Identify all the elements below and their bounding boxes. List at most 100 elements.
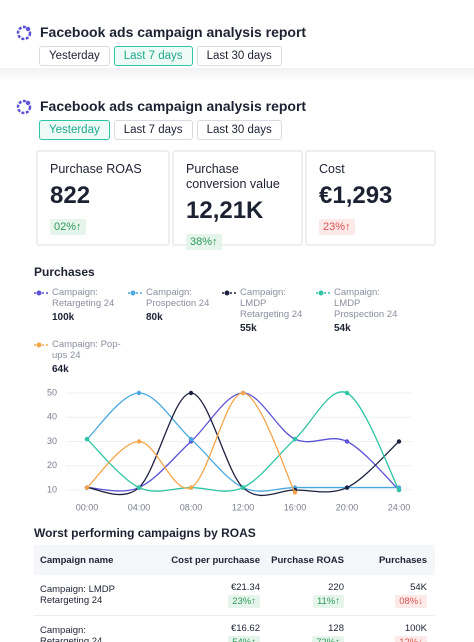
- data-point: [240, 390, 246, 396]
- tab[interactable]: Last 30 days: [196, 120, 282, 140]
- kpi-label: Purchase ROAS: [50, 162, 142, 176]
- x-tick-label: 24:00: [388, 502, 411, 512]
- logo-dot: [25, 26, 31, 32]
- data-point: [84, 436, 90, 442]
- logo: [16, 99, 32, 115]
- legend-name: Campaign: LMDP Prospection 24: [334, 287, 398, 320]
- legend-total: 100k: [52, 312, 75, 323]
- logo-ring: [16, 25, 32, 41]
- column-header: Purchases: [378, 554, 427, 566]
- legend-icon: [222, 290, 238, 296]
- tab-group: Yesterday Last 7 days Last 30 days: [39, 46, 282, 66]
- cell-change: 11%↑: [312, 595, 344, 608]
- tab[interactable]: Yesterday: [39, 46, 110, 66]
- tab-group: Yesterday Last 7 days Last 30 days: [39, 120, 282, 140]
- legend-name: Campaign: Prospection 24: [146, 287, 210, 309]
- data-point: [396, 487, 402, 493]
- table-row: Campaign: LMDP Retargeting 24 €21.34 23%↑ 2…: [34, 575, 435, 616]
- kpi-value: €1,293: [319, 182, 393, 209]
- legend-item: Campaign: Prospection 24 80k: [128, 287, 218, 323]
- kpi-value: 822: [50, 182, 91, 209]
- table-cell: 54K 08%↓: [344, 582, 427, 608]
- tab[interactable]: Last 7 days: [113, 46, 193, 66]
- kpi-change: 38%↑: [186, 234, 222, 250]
- data-point: [136, 390, 142, 396]
- legend-dot: [224, 290, 230, 296]
- x-tick-label: 00:00: [76, 502, 99, 512]
- cell-change: 72%↑: [312, 636, 344, 642]
- x-tick-label: 20:00: [336, 502, 359, 512]
- legend-total: 55k: [240, 323, 257, 334]
- column-header: Campaign name: [40, 554, 114, 566]
- table-cell: 220 11%↑: [260, 582, 344, 608]
- logo: [16, 25, 32, 41]
- data-point: [136, 485, 142, 490]
- data-point: [292, 436, 298, 442]
- legend-icon: [34, 290, 50, 296]
- legend-dot: [318, 290, 324, 296]
- cell-change: 54%↑: [228, 636, 260, 642]
- column-header: Purchase ROAS: [271, 554, 344, 566]
- x-tick-label: 04:00: [128, 502, 151, 512]
- cell-value: €16.62: [230, 623, 260, 634]
- table-cell: €21.34 23%↑: [164, 582, 260, 608]
- legend-icon: [128, 290, 144, 296]
- cell-change: 08%↓: [395, 595, 427, 608]
- kpi-change: 02%↑: [50, 219, 86, 235]
- x-tick-label: 12:00: [232, 502, 255, 512]
- data-point: [136, 439, 142, 444]
- data-point: [188, 390, 194, 396]
- legend-dot: [36, 290, 42, 296]
- data-point: [240, 485, 246, 490]
- table-cell: €16.62 54%↑: [164, 623, 260, 642]
- data-point: [292, 490, 298, 495]
- logo-dot: [25, 100, 31, 106]
- cell-value: €21.34: [230, 582, 260, 593]
- table-row: Campaign: Retargeting 24 €16.62 54%↑ 128 72%…: [34, 616, 435, 642]
- header-title: Facebook ads campaign analysis report: [40, 98, 307, 114]
- kpi-card: Purchase ROAS 822 02%↑: [36, 150, 170, 246]
- chart-title: Purchases: [34, 265, 95, 279]
- y-tick-label: 20: [47, 460, 57, 470]
- legend-icon: [34, 342, 50, 348]
- logo-ring: [16, 99, 32, 115]
- legend-dot: [36, 342, 42, 348]
- data-table: Campaign name Cost per purchaase Purchase …: [34, 545, 435, 642]
- data-point: [344, 485, 350, 490]
- legend-item: Campaign: LMDP Retargeting 24 55k: [222, 287, 312, 334]
- data-point: [188, 436, 194, 442]
- divider-fade: [0, 68, 474, 82]
- column-header: Cost per purchaase: [171, 554, 260, 566]
- kpi-card: Purchase conversion value 12,21K 38%↑: [172, 150, 303, 250]
- kpi-value: 12,21K: [186, 197, 264, 224]
- series-line: [86, 392, 296, 493]
- y-tick-label: 40: [47, 412, 57, 422]
- legend-name: Campaign: Retargeting 24: [52, 287, 115, 309]
- tab[interactable]: Last 7 days: [113, 120, 193, 140]
- legend-item: Campaign: Pop-ups 24 64k: [34, 339, 124, 375]
- kpi-label: Cost: [319, 162, 345, 176]
- campaign-name: Campaign: Retargeting 24: [40, 625, 103, 642]
- legend-name: Campaign: LMDP Retargeting 24: [240, 287, 303, 320]
- legend-item: Campaign: Retargeting 24 100k: [34, 287, 124, 323]
- y-tick-label: 50: [47, 387, 57, 397]
- data-point: [84, 485, 90, 490]
- data-point: [188, 485, 194, 490]
- cell-value: 220: [328, 582, 344, 593]
- tab[interactable]: Yesterday: [39, 120, 110, 140]
- x-tick-label: 16:00: [284, 502, 307, 512]
- legend-dot: [130, 290, 136, 296]
- data-point: [344, 439, 350, 444]
- x-tick-label: 08:00: [180, 502, 203, 512]
- cell-value: 54K: [410, 582, 427, 593]
- y-tick-label: 30: [47, 436, 57, 446]
- line-chart: 10 20 30 40 50 00:00 04:00 08:00 12:00 16:00 20:00…: [47, 387, 412, 512]
- header-title: Facebook ads campaign analysis report: [40, 24, 307, 40]
- y-tick-label: 10: [47, 484, 57, 494]
- tab[interactable]: Last 30 days: [196, 46, 282, 66]
- table-header: Campaign name Cost per purchaase Purchase …: [34, 545, 435, 575]
- cell-change: 12%↓: [395, 636, 427, 642]
- legend-item: Campaign: LMDP Prospection 24 54k: [316, 287, 406, 334]
- legend-total: 64k: [52, 364, 69, 375]
